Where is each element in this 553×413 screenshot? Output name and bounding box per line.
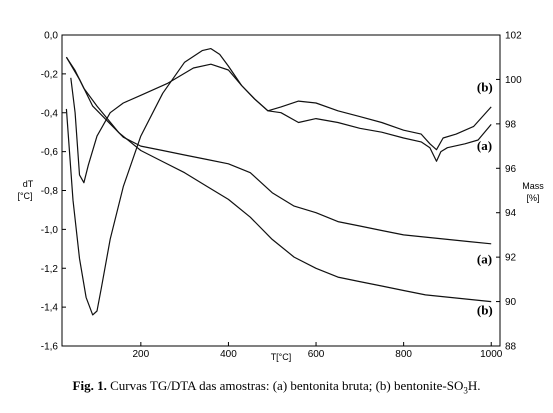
curve-label: (a) xyxy=(477,138,492,153)
x-tick-label: 600 xyxy=(308,349,325,360)
curve-label: (a) xyxy=(477,251,492,266)
tg-dta-chart: 0,0 -0,2 -0,4 -0,6 -0,8 -1,0 -1,2 -1,4 -1,6 88 90… xyxy=(17,31,544,363)
caption-subscript: 3 xyxy=(463,385,468,396)
curve-labels: (b) (a) (a) (b) xyxy=(477,79,493,317)
y-right-title-line1: Mass xyxy=(522,181,544,191)
x-tick-label: 800 xyxy=(395,349,412,360)
caption-text: Curvas TG/DTA das amostras: (a) bentonit… xyxy=(106,378,464,393)
y-left-tick-label: -1,4 xyxy=(41,303,59,314)
y-left-tick-label: -0,6 xyxy=(41,147,59,158)
figure-caption: Fig. 1. Curvas TG/DTA das amostras: (a) … xyxy=(0,378,553,396)
right-axis-ticks: 88 90 92 94 96 98 100 102 xyxy=(496,31,522,353)
left-axis-ticks: 0,0 -0,2 -0,4 -0,6 -0,8 -1,0 -1,2 -1,4 -1,6 xyxy=(41,31,66,353)
curves xyxy=(65,48,492,316)
x-tick-label: 400 xyxy=(220,349,237,360)
curve-label: (b) xyxy=(477,79,493,94)
y-left-tick-label: -0,8 xyxy=(41,186,59,197)
y-left-title-line2: [°C] xyxy=(17,191,32,201)
plot-frame xyxy=(61,34,501,347)
y-right-tick-label: 102 xyxy=(505,31,522,42)
dta-curve-a xyxy=(70,63,492,184)
y-left-tick-label: -1,2 xyxy=(41,264,59,275)
y-right-tick-label: 88 xyxy=(505,342,517,353)
y-right-tick-label: 98 xyxy=(505,119,517,130)
y-right-tick-label: 96 xyxy=(505,164,517,175)
y-left-title-line1: dT xyxy=(23,179,34,189)
tg-curve-a xyxy=(65,56,492,245)
caption-prefix: Fig. 1. xyxy=(72,378,107,393)
dta-curve-b xyxy=(65,48,492,316)
y-left-tick-label: -0,2 xyxy=(41,69,59,80)
y-left-tick-label: -0,4 xyxy=(41,108,59,119)
y-right-title-line2: [%] xyxy=(526,193,539,203)
x-tick-label: 1000 xyxy=(480,349,503,360)
y-left-tick-label: -1,0 xyxy=(41,225,59,236)
y-left-tick-label: 0,0 xyxy=(44,31,58,42)
x-axis-ticks: 200 400 600 800 1000 xyxy=(132,342,503,360)
y-left-tick-label: -1,6 xyxy=(41,342,59,353)
y-right-tick-label: 100 xyxy=(505,75,522,86)
curve-label: (b) xyxy=(477,302,493,317)
y-right-tick-label: 94 xyxy=(505,208,517,219)
y-right-tick-label: 92 xyxy=(505,253,517,264)
tg-curve-b xyxy=(65,56,492,303)
caption-text-end: H. xyxy=(467,378,481,393)
x-axis-title: T[°C] xyxy=(271,352,292,362)
x-tick-label: 200 xyxy=(132,349,149,360)
y-right-tick-label: 90 xyxy=(505,297,517,308)
